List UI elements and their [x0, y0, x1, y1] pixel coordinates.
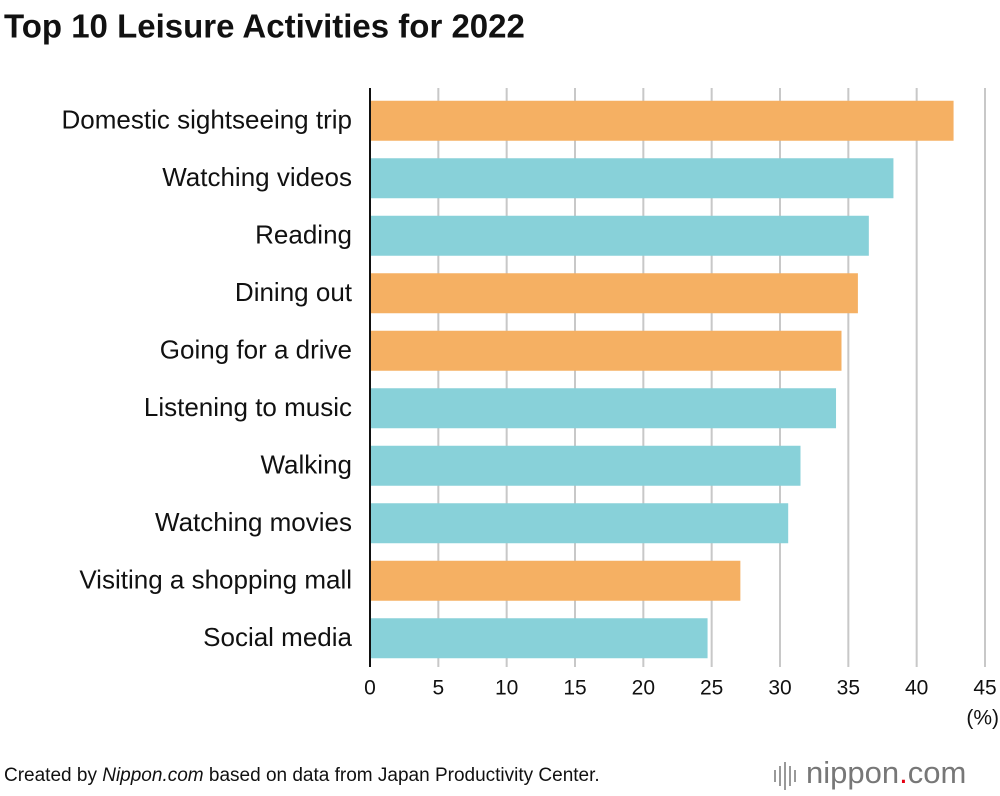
- logo-dot: .: [899, 755, 908, 790]
- x-axis-label: (%): [966, 707, 999, 730]
- x-tick-label: 5: [432, 677, 444, 700]
- x-tick-label: 10: [495, 677, 518, 700]
- x-tick-label: 0: [364, 677, 376, 700]
- y-tick-label: Watching videos: [162, 162, 352, 192]
- source-text: based on data from Japan Productivity Ce…: [204, 765, 600, 786]
- x-tick-label: 35: [837, 677, 860, 700]
- x-tick-label: 25: [700, 677, 723, 700]
- bar: [370, 560, 741, 601]
- bar: [370, 388, 837, 429]
- bar: [370, 503, 789, 544]
- y-tick-label: Dining out: [235, 277, 353, 307]
- x-tick-label: 20: [632, 677, 655, 700]
- logo-text: nippon: [806, 755, 899, 790]
- source-text: Nippon.com: [102, 765, 203, 786]
- x-tick-label: 15: [563, 677, 586, 700]
- bar: [370, 618, 708, 659]
- y-tick-label: Listening to music: [144, 392, 352, 422]
- x-tick-label: 45: [973, 677, 996, 700]
- y-tick-label: Domestic sightseeing trip: [62, 105, 352, 135]
- y-tick-label: Watching movies: [155, 507, 352, 537]
- y-tick-label: Reading: [255, 220, 352, 250]
- bar: [370, 273, 858, 314]
- y-tick-label: Social media: [203, 622, 352, 652]
- y-tick-label: Walking: [260, 450, 352, 480]
- y-tick-label: Visiting a shopping mall: [79, 565, 352, 595]
- source-text: Created by: [4, 765, 102, 786]
- chart-title: Top 10 Leisure Activities for 2022: [4, 8, 525, 45]
- x-tick-label: 40: [905, 677, 928, 700]
- bar: [370, 158, 894, 199]
- x-tick-label: 30: [768, 677, 791, 700]
- bar: [370, 100, 954, 141]
- y-tick-label: Going for a drive: [160, 335, 352, 365]
- logo-mark: [774, 762, 796, 790]
- bar: [370, 445, 801, 486]
- logo-text: com: [908, 755, 967, 790]
- bar: [370, 330, 842, 371]
- logo: nippon.com: [806, 755, 966, 790]
- bar: [370, 215, 869, 256]
- source-note: Created by Nippon.com based on data from…: [4, 765, 600, 786]
